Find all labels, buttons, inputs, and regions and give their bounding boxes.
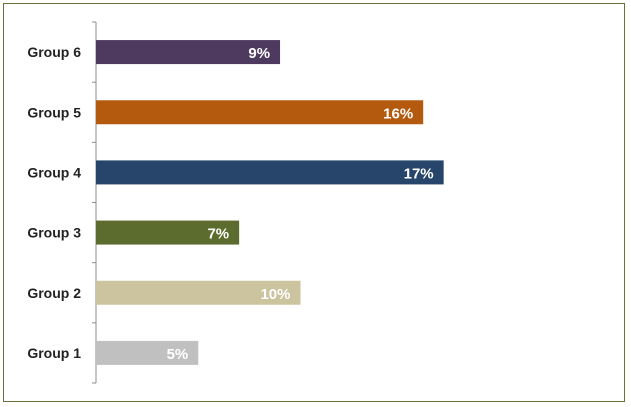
- category-label-group-1: Group 1: [27, 345, 81, 361]
- bar-group-5: [96, 100, 424, 125]
- bar-group-3: [96, 220, 240, 245]
- category-labels: Group 1 Group 2 Group 3 Group 4 Group 5 Group…: [27, 44, 81, 361]
- bar-group-4: [96, 160, 444, 185]
- data-labels: 5% 10% 7% 17% 16% 9%: [167, 45, 434, 363]
- bar-group-6: [96, 40, 281, 65]
- category-label-group-4: Group 4: [27, 164, 81, 180]
- data-label-group-4: 17%: [404, 165, 434, 182]
- data-label-group-5: 16%: [383, 105, 413, 122]
- bar-group-1: [96, 340, 199, 365]
- data-label-group-3: 7%: [207, 226, 229, 243]
- category-label-group-5: Group 5: [27, 104, 81, 120]
- category-label-group-3: Group 3: [27, 225, 81, 241]
- chart-frame: [3, 3, 625, 402]
- bar-group-2: [96, 280, 301, 305]
- data-label-group-2: 10%: [260, 286, 290, 303]
- data-label-group-1: 5%: [167, 346, 189, 363]
- data-label-group-6: 9%: [248, 45, 270, 62]
- bar-series: [96, 40, 444, 365]
- y-axis-ticks: [92, 21, 96, 384]
- category-label-group-2: Group 2: [27, 285, 81, 301]
- category-label-group-6: Group 6: [27, 44, 81, 60]
